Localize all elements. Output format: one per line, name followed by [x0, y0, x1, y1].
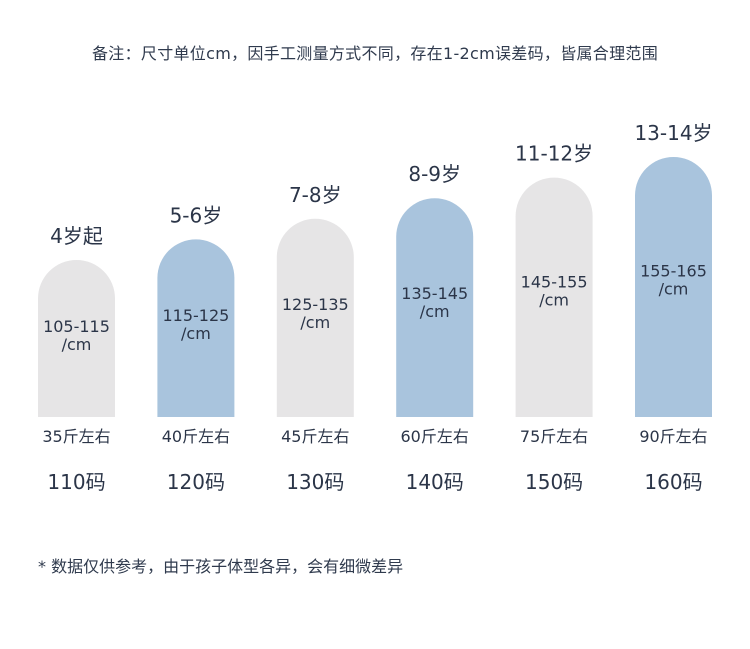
height-unit-label-3: /cm — [300, 313, 330, 332]
size-bar-1 — [38, 260, 116, 417]
height-range-label-4: 135-145 — [401, 284, 468, 303]
size-bar-3 — [276, 218, 354, 417]
height-unit-label-5: /cm — [539, 291, 569, 310]
size-code-label-2: 120码 — [167, 470, 225, 494]
age-label-2: 5-6岁 — [170, 203, 223, 227]
height-range-label-1: 105-115 — [43, 317, 110, 336]
weight-label-2: 40斤左右 — [162, 427, 230, 446]
size-bar-5 — [515, 177, 593, 417]
height-unit-label-4: /cm — [420, 302, 450, 321]
weight-label-6: 90斤左右 — [639, 427, 707, 446]
height-unit-label-1: /cm — [62, 335, 92, 354]
age-label-6: 13-14岁 — [634, 121, 712, 145]
height-range-label-5: 145-155 — [521, 273, 588, 292]
age-label-1: 4岁起 — [50, 224, 103, 248]
weight-label-3: 45斤左右 — [281, 427, 349, 446]
size-bar-4 — [396, 198, 474, 417]
weight-label-4: 60斤左右 — [401, 427, 469, 446]
size-code-label-6: 160码 — [644, 470, 702, 494]
height-range-label-3: 125-135 — [282, 295, 349, 314]
size-code-label-3: 130码 — [286, 470, 344, 494]
age-label-3: 7-8岁 — [289, 183, 342, 207]
height-unit-label-2: /cm — [181, 324, 211, 343]
weight-label-1: 35斤左右 — [42, 427, 110, 446]
height-unit-label-6: /cm — [659, 280, 689, 299]
size-code-label-4: 140码 — [406, 470, 464, 494]
disclaimer-note: * 数据仅供参考，由于孩子体型各异，会有细微差异 — [38, 557, 404, 576]
size-bar-6 — [635, 156, 712, 417]
size-code-label-1: 110码 — [47, 470, 105, 494]
age-label-4: 8-9岁 — [408, 162, 461, 186]
size-note: 备注：尺寸单位cm，因手工测量方式不同，存在1-2cm误差码，皆属合理范围 — [92, 44, 658, 63]
age-label-5: 11-12岁 — [515, 142, 593, 166]
weight-label-5: 75斤左右 — [520, 427, 588, 446]
size-code-label-5: 150码 — [525, 470, 583, 494]
height-range-label-2: 115-125 — [162, 306, 229, 325]
height-range-label-6: 155-165 — [640, 262, 707, 281]
size-bar-2 — [157, 239, 235, 417]
